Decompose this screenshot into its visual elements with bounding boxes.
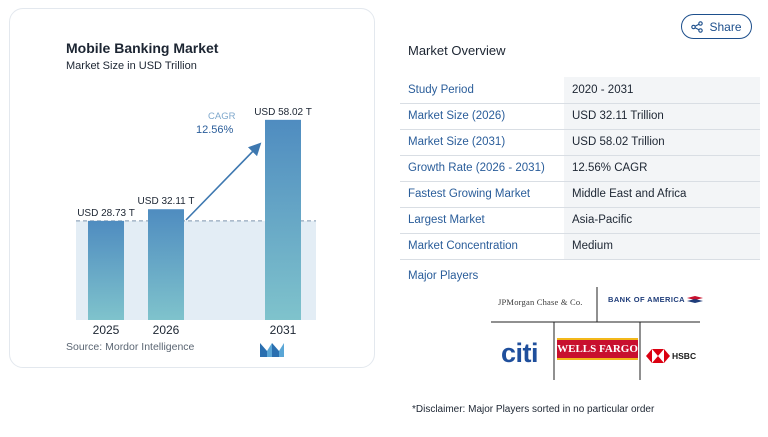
row-value: 12.56% CAGR [564,155,760,182]
disclaimer: *Disclaimer: Major Players sorted in no … [412,404,655,415]
bank-of-america-logo: BANK OF AMERICA [608,295,704,304]
bar-2026 [148,209,184,320]
chart-subtitle: Market Size in USD Trillion [66,60,197,72]
table-row: Largest Market Asia-Pacific [400,207,760,234]
hsbc-logo: HSBC [672,351,697,361]
row-value: Middle East and Africa [564,181,760,208]
overview-table: Study Period 2020 - 2031 Market Size (202… [400,77,760,260]
cagr-label: CAGR [208,111,236,122]
row-label: Market Size (2031) [400,129,564,156]
row-label: Market Size (2026) [400,103,564,130]
table-row: Market Size (2026) USD 32.11 Trillion [400,103,760,130]
major-players-title: Major Players [408,270,479,282]
x-tick-label: 2025 [93,323,120,337]
bofa-flag-icon [687,296,704,304]
mordor-logo-icon [260,343,284,357]
x-tick-label: 2031 [270,323,297,337]
jpmorgan-logo: JPMorgan Chase & Co. [498,297,583,307]
citi-logo: citi [501,338,539,368]
bar-chart: USD 28.73 T 2025 USD 32.11 T 2026 USD 58.02 … [76,107,316,337]
overview-title: Market Overview [408,43,506,58]
share-icon [691,20,704,33]
share-button[interactable]: Share [681,14,752,39]
cagr-value: 12.56% [196,124,234,136]
table-row: Fastest Growing Market Middle East and Af… [400,181,760,208]
row-value: USD 32.11 Trillion [564,103,760,130]
row-label: Growth Rate (2026 - 2031) [400,155,564,182]
bofa-label: BANK OF AMERICA [608,295,685,304]
share-label: Share [709,19,742,34]
data-label-2025: USD 28.73 T [77,208,135,219]
row-value: Medium [564,233,760,260]
table-row: Growth Rate (2026 - 2031) 12.56% CAGR [400,155,760,182]
hsbc-hexagon-icon [646,349,670,363]
data-label-2031: USD 58.02 T [254,107,312,118]
table-row: Market Concentration Medium [400,233,760,260]
table-row: Study Period 2020 - 2031 [400,77,760,104]
chart-title: Mobile Banking Market [66,40,219,56]
row-value: USD 58.02 Trillion [564,129,760,156]
data-label-2026: USD 32.11 T [138,196,195,207]
row-label: Study Period [400,77,564,104]
bar-2025 [88,220,124,320]
bar-2031 [265,119,301,321]
x-tick-label: 2026 [153,323,180,337]
table-row: Market Size (2031) USD 58.02 Trillion [400,129,760,156]
row-label: Largest Market [400,207,564,234]
cagr-arrow [185,142,262,221]
row-label: Fastest Growing Market [400,181,564,208]
row-label: Market Concentration [400,233,564,260]
chart-source: Source: Mordor Intelligence [66,341,195,353]
row-value: Asia-Pacific [564,207,760,234]
wells-fargo-label: WELLS FARGO [557,343,638,355]
row-value: 2020 - 2031 [564,77,760,104]
wells-fargo-logo: WELLS FARGO [557,338,638,360]
